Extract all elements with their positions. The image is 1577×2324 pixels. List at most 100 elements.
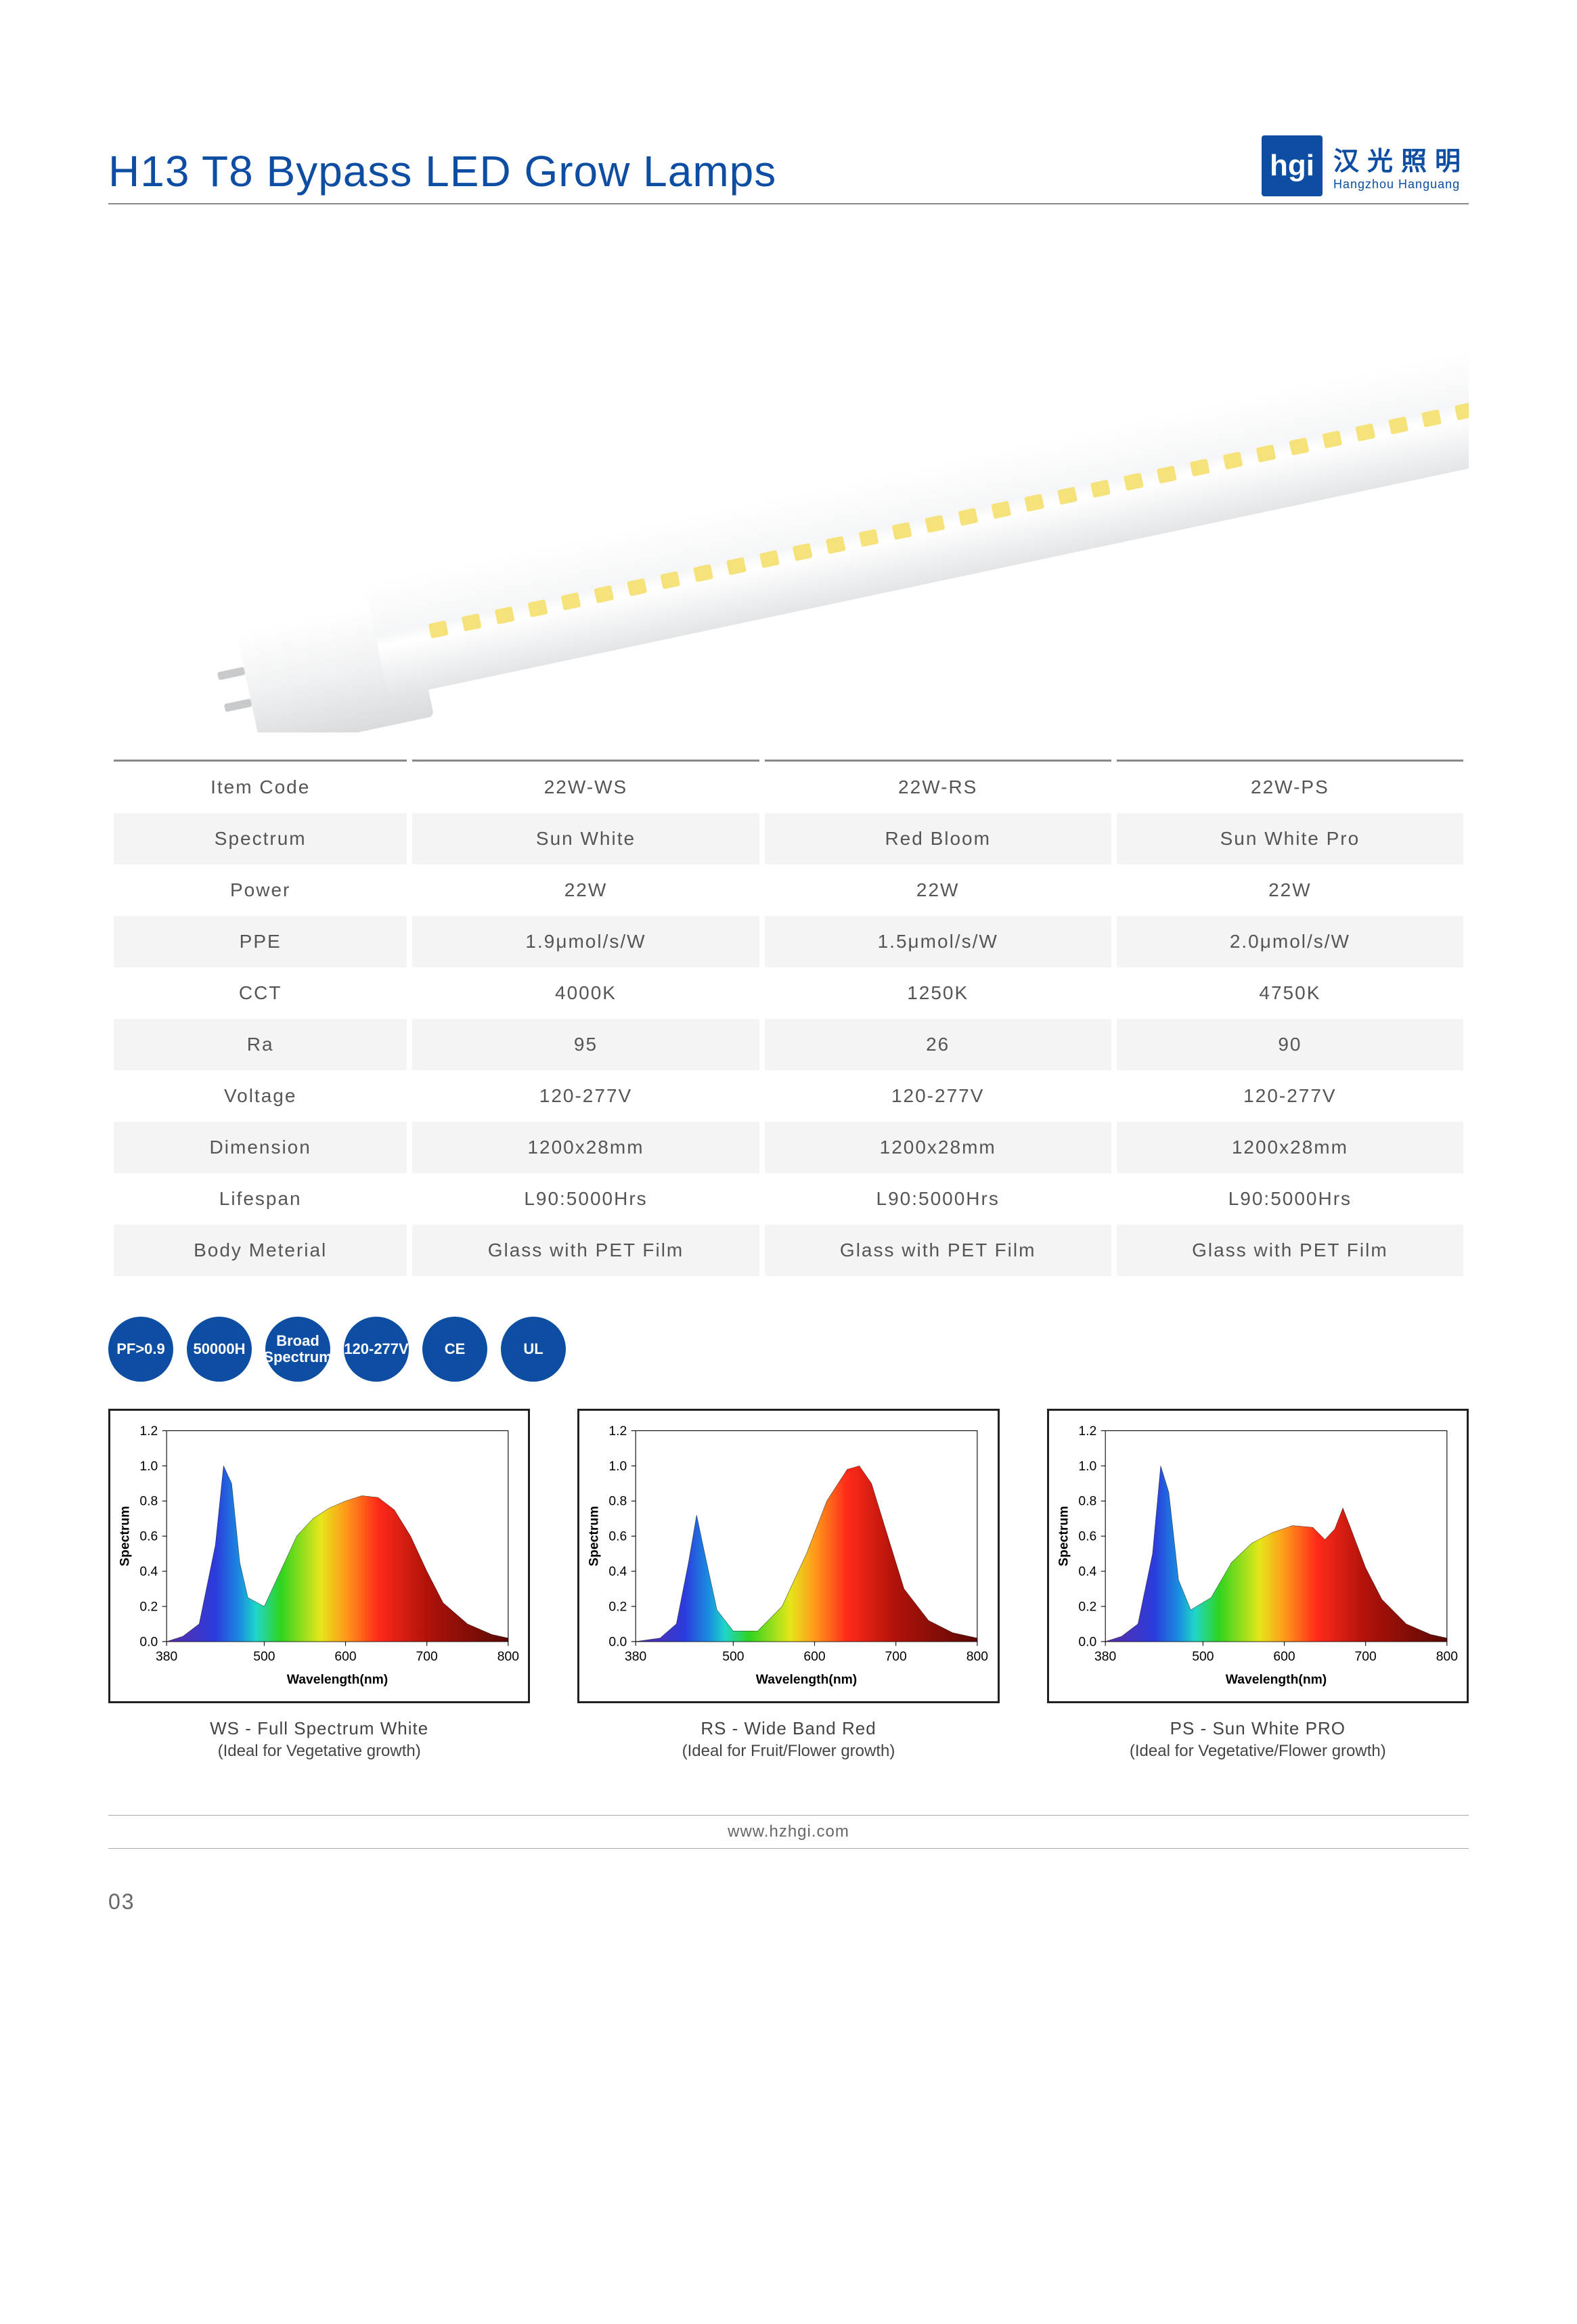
- cert-badge: 50000H: [187, 1317, 252, 1382]
- page-title: H13 T8 Bypass LED Grow Lamps: [108, 146, 776, 196]
- spec-cell: Sun White: [412, 813, 759, 864]
- brand-logo: hgi: [1262, 135, 1323, 196]
- svg-text:0.6: 0.6: [609, 1530, 627, 1544]
- svg-text:Spectrum: Spectrum: [1057, 1506, 1071, 1566]
- svg-text:0.4: 0.4: [1078, 1565, 1096, 1579]
- svg-text:380: 380: [1094, 1650, 1116, 1664]
- chart-subtitle: (Ideal for Vegetative growth): [108, 1742, 530, 1761]
- svg-text:0.2: 0.2: [609, 1600, 627, 1614]
- brand-cn: 汉光照明: [1333, 140, 1469, 177]
- spec-cell: 1200x28mm: [765, 1122, 1111, 1173]
- svg-text:500: 500: [253, 1650, 275, 1664]
- spec-row-label: Lifespan: [114, 1173, 407, 1225]
- spec-cell: 4750K: [1117, 967, 1463, 1019]
- svg-text:0.6: 0.6: [1078, 1530, 1096, 1544]
- spec-cell: 1200x28mm: [412, 1122, 759, 1173]
- spec-row-label: Ra: [114, 1019, 407, 1070]
- svg-text:700: 700: [1354, 1650, 1376, 1664]
- spec-cell: Glass with PET Film: [765, 1225, 1111, 1276]
- svg-text:0.0: 0.0: [1078, 1635, 1096, 1649]
- spec-cell: Glass with PET Film: [1117, 1225, 1463, 1276]
- svg-text:0.8: 0.8: [139, 1495, 158, 1509]
- svg-text:0.0: 0.0: [139, 1635, 158, 1649]
- spec-header-label: Item Code: [114, 760, 407, 813]
- brand-en: Hangzhou Hanguang: [1333, 177, 1469, 192]
- svg-text:0.6: 0.6: [139, 1530, 158, 1544]
- svg-text:1.0: 1.0: [609, 1460, 627, 1474]
- certification-badges: PF>0.950000HBroad Spectrum120-277VCEUL: [108, 1317, 1469, 1382]
- spec-cell: 22W: [412, 864, 759, 916]
- spec-row-label: PPE: [114, 916, 407, 967]
- svg-text:1.2: 1.2: [609, 1424, 627, 1439]
- brand-text: 汉光照明 Hangzhou Hanguang: [1333, 140, 1469, 192]
- spec-cell: L90:5000Hrs: [765, 1173, 1111, 1225]
- footer-url: www.hzhgi.com: [108, 1815, 1469, 1849]
- svg-text:Wavelength(nm): Wavelength(nm): [287, 1673, 388, 1687]
- product-hero-image: [108, 259, 1469, 732]
- svg-text:0.8: 0.8: [1078, 1495, 1096, 1509]
- spec-cell: 1.9μmol/s/W: [412, 916, 759, 967]
- spec-cell: Red Bloom: [765, 813, 1111, 864]
- spec-cell: 1250K: [765, 967, 1111, 1019]
- svg-text:0.4: 0.4: [139, 1565, 158, 1579]
- svg-text:800: 800: [1436, 1650, 1457, 1664]
- chart-title: RS - Wide Band Red: [577, 1715, 999, 1742]
- spec-cell: Sun White Pro: [1117, 813, 1463, 864]
- svg-text:1.2: 1.2: [1078, 1424, 1096, 1439]
- spec-cell: Glass with PET Film: [412, 1225, 759, 1276]
- spec-header-value: 22W-RS: [765, 760, 1111, 813]
- svg-text:0.4: 0.4: [609, 1565, 627, 1579]
- spec-cell: 26: [765, 1019, 1111, 1070]
- spec-cell: 95: [412, 1019, 759, 1070]
- svg-text:Spectrum: Spectrum: [118, 1506, 132, 1566]
- spec-cell: 22W: [765, 864, 1111, 916]
- spec-cell: L90:5000Hrs: [1117, 1173, 1463, 1225]
- svg-text:Wavelength(nm): Wavelength(nm): [756, 1673, 858, 1687]
- spec-table: Item Code22W-WS22W-RS22W-PSSpectrumSun W…: [108, 760, 1469, 1276]
- svg-text:600: 600: [804, 1650, 826, 1664]
- svg-text:600: 600: [334, 1650, 356, 1664]
- svg-text:500: 500: [723, 1650, 745, 1664]
- cert-badge: CE: [422, 1317, 487, 1382]
- spec-cell: 120-277V: [412, 1070, 759, 1122]
- svg-text:0.2: 0.2: [1078, 1600, 1096, 1614]
- spectrum-chart: 3805006007008000.00.20.40.60.81.01.2 Wav…: [108, 1409, 530, 1761]
- spectrum-chart: 3805006007008000.00.20.40.60.81.01.2 Wav…: [1047, 1409, 1469, 1761]
- cert-badge: 120-277V: [344, 1317, 409, 1382]
- cert-badge: PF>0.9: [108, 1317, 173, 1382]
- page-number: 03: [108, 1889, 135, 1914]
- spec-row-label: Voltage: [114, 1070, 407, 1122]
- svg-text:380: 380: [625, 1650, 646, 1664]
- svg-text:0.2: 0.2: [139, 1600, 158, 1614]
- svg-text:800: 800: [497, 1650, 519, 1664]
- spec-row-label: CCT: [114, 967, 407, 1019]
- spec-cell: 2.0μmol/s/W: [1117, 916, 1463, 967]
- spec-header-value: 22W-WS: [412, 760, 759, 813]
- spec-cell: 1.5μmol/s/W: [765, 916, 1111, 967]
- spec-cell: L90:5000Hrs: [412, 1173, 759, 1225]
- spec-cell: 1200x28mm: [1117, 1122, 1463, 1173]
- svg-text:700: 700: [885, 1650, 907, 1664]
- chart-subtitle: (Ideal for Fruit/Flower growth): [577, 1742, 999, 1761]
- spec-cell: 22W: [1117, 864, 1463, 916]
- spec-cell: 120-277V: [765, 1070, 1111, 1122]
- spec-cell: 4000K: [412, 967, 759, 1019]
- svg-text:1.0: 1.0: [1078, 1460, 1096, 1474]
- svg-text:700: 700: [416, 1650, 438, 1664]
- spec-row-label: Power: [114, 864, 407, 916]
- svg-text:Spectrum: Spectrum: [587, 1506, 602, 1566]
- svg-text:380: 380: [156, 1650, 177, 1664]
- page-header: H13 T8 Bypass LED Grow Lamps hgi 汉光照明 Ha…: [108, 135, 1469, 204]
- cert-badge: UL: [501, 1317, 566, 1382]
- brand-block: hgi 汉光照明 Hangzhou Hanguang: [1262, 135, 1469, 196]
- spec-cell: 120-277V: [1117, 1070, 1463, 1122]
- cert-badge: Broad Spectrum: [265, 1317, 330, 1382]
- svg-text:500: 500: [1192, 1650, 1214, 1664]
- spectrum-charts: 380 500 600 700 800 0.0 0.2 0.4 0.6 0.8 1.0 1.2 Wav…: [108, 1409, 1469, 1761]
- svg-text:800: 800: [967, 1650, 988, 1664]
- spec-row-label: Spectrum: [114, 813, 407, 864]
- svg-text:1.2: 1.2: [139, 1424, 158, 1439]
- svg-text:0.0: 0.0: [609, 1635, 627, 1649]
- spec-cell: 90: [1117, 1019, 1463, 1070]
- chart-title: PS - Sun White PRO: [1047, 1715, 1469, 1742]
